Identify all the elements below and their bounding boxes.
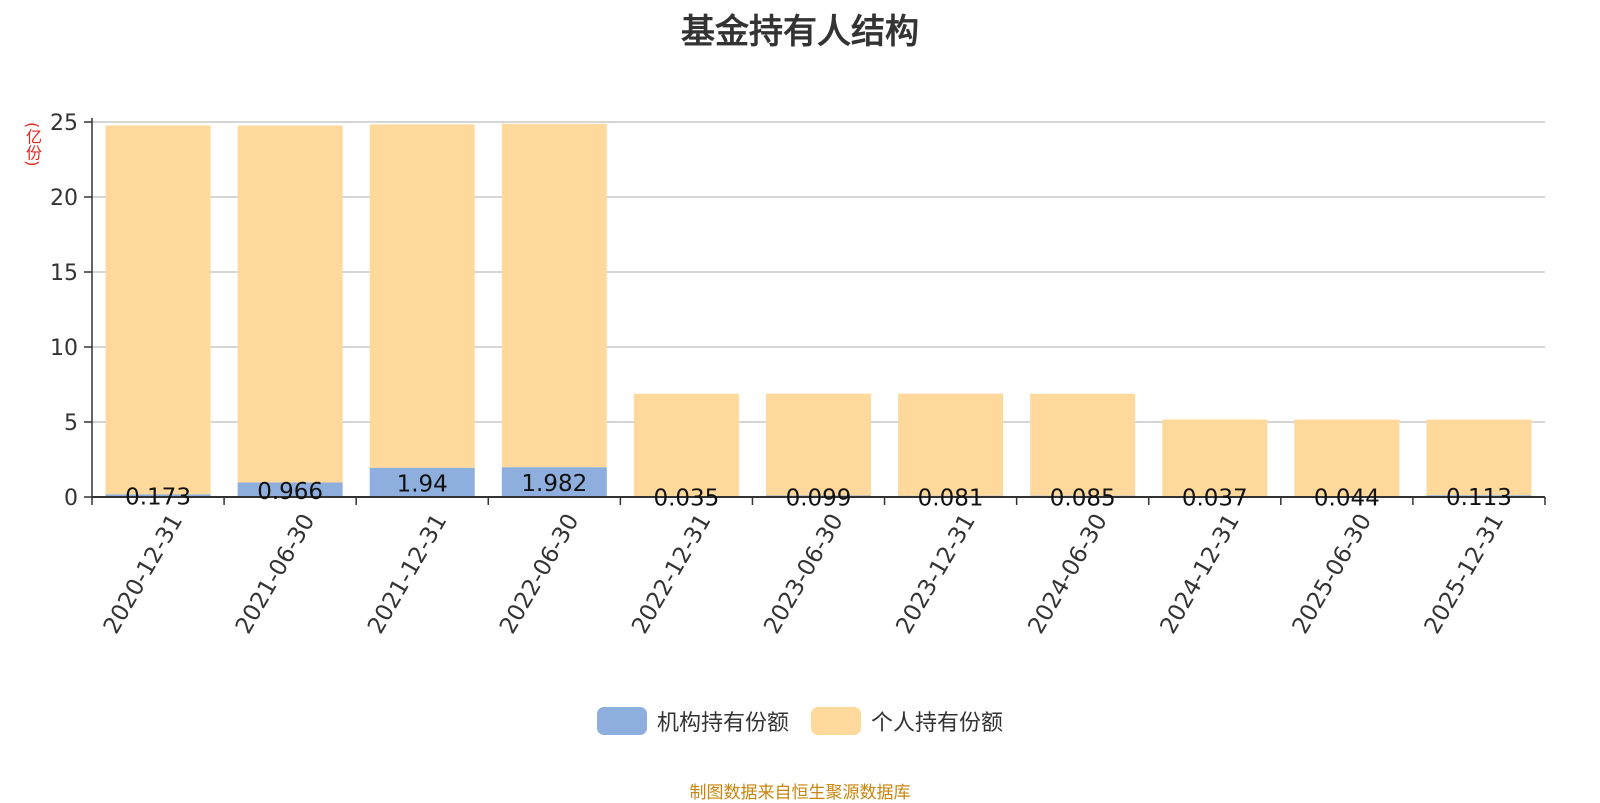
bar-institutional (501, 467, 607, 497)
bar-individual (766, 393, 871, 496)
x-tick-label: 2023-12-31 (891, 510, 980, 639)
x-tick-label: 2021-06-30 (231, 510, 320, 639)
x-tick-label: 2024-06-30 (1023, 510, 1112, 639)
data-label-institutional: 0.966 (257, 479, 323, 505)
bar-individual (237, 125, 343, 483)
legend-label-individual: 个人持有份额 (871, 711, 1004, 736)
x-tick-label: 2022-12-31 (627, 510, 716, 639)
data-label-institutional: 0.081 (918, 485, 984, 511)
x-tick-label: 2025-06-30 (1288, 510, 1377, 639)
bar-institutional (369, 467, 475, 497)
source-note: 制图数据来自恒生聚源数据库 (689, 783, 911, 803)
data-label-institutional: 0.099 (786, 485, 852, 511)
x-tick-label: 2024-12-31 (1156, 510, 1245, 639)
y-tick-label: 20 (50, 186, 78, 211)
data-labels: 0.173 0.966 1.94 1.982 0.035 0.099 0.081 0.085 0… (125, 471, 1512, 512)
bar-individual (1030, 393, 1136, 496)
data-label-institutional: 1.982 (521, 471, 587, 497)
data-label-institutional: 1.94 (397, 471, 448, 497)
x-tick-label: 2023-06-30 (759, 510, 848, 639)
bar-individual (501, 123, 607, 468)
y-tick-label: 25 (50, 111, 78, 136)
y-tick-label: 0 (64, 486, 78, 511)
bar-individual (1294, 419, 1400, 497)
data-label-institutional: 0.085 (1050, 485, 1116, 511)
data-label-institutional: 0.035 (653, 486, 719, 512)
y-tick-label: 5 (64, 411, 78, 436)
x-tick-label: 2022-06-30 (495, 510, 584, 639)
data-label-institutional: 0.044 (1314, 486, 1380, 512)
legend-swatch-institutional (596, 707, 647, 735)
y-tick-label: 10 (50, 336, 78, 361)
x-tick-label: 2025-12-31 (1420, 510, 1509, 639)
x-tick-label: 2020-12-31 (99, 510, 188, 639)
data-label-institutional: 0.173 (125, 485, 191, 511)
bar-individual (105, 125, 211, 495)
legend-swatch-individual (811, 707, 861, 735)
legend-item-institutional[interactable]: 机构持有份额 (596, 705, 789, 737)
bar-individual (369, 124, 475, 468)
legend: 机构持有份额 个人持有份额 (0, 705, 1600, 737)
y-axis-unit-label: (亿份) (23, 122, 42, 167)
bar-individual (898, 393, 1004, 496)
data-label-institutional: 0.113 (1446, 485, 1512, 511)
legend-label-institutional: 机构持有份额 (656, 711, 789, 736)
bar-individual (1426, 419, 1532, 496)
chart-title: 基金持有人结构 (681, 12, 919, 52)
bar-individual (633, 393, 739, 497)
y-tick-label: 15 (50, 261, 78, 286)
bar-group (105, 123, 1532, 497)
data-label-institutional: 0.037 (1182, 486, 1248, 512)
x-tick-label: 2021-12-31 (363, 510, 452, 639)
legend-item-individual[interactable]: 个人持有份额 (811, 705, 1003, 737)
bar-individual (1162, 419, 1268, 497)
bar-institutional (237, 482, 343, 497)
bar-institutional (105, 494, 211, 497)
